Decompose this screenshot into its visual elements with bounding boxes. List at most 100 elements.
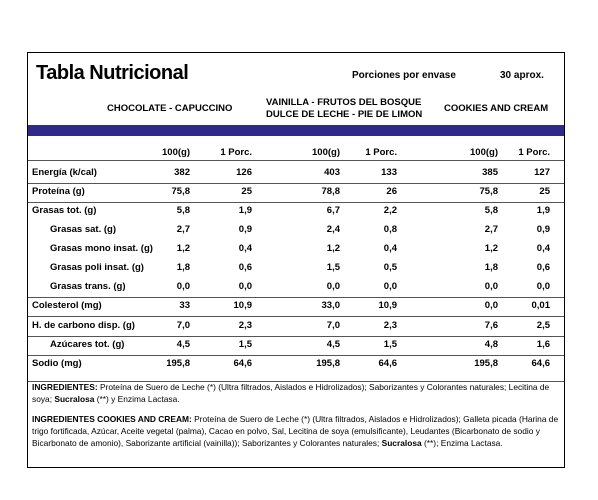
flavor-group-1: CHOCOLATE - CAPUCCINO [107,103,232,115]
col-header-portion: 1 Porc. [518,147,550,158]
nutrient-value: 5,8 [484,205,498,216]
nutrient-value: 1,5 [383,339,397,350]
divider [28,202,564,203]
nutrient-value: 0,0 [383,281,397,292]
ingredients-sweetener: Sucralosa [54,394,95,404]
ingredients-cookies-text: INGREDIENTES COOKIES AND CREAM: Proteína… [32,413,560,449]
nutrient-row: H. de carbono disp. (g) 7,0 2,3 7,0 2,3 7,6 2,… [28,317,564,336]
nutrient-value: 25 [539,186,550,197]
nutrient-value: 195,8 [316,358,340,369]
nutrient-value: 10,9 [378,300,398,311]
nutrient-value: 33,0 [321,300,341,311]
nutrient-value: 1,6 [536,339,550,350]
nutrient-value: 0,0 [536,281,550,292]
nutrient-value: 1,2 [326,243,340,254]
divider [28,336,564,337]
nutrient-value: 4,5 [176,339,190,350]
ingredients-text: INGREDIENTES: Proteína de Suero de Leche… [32,381,560,405]
nutrient-row: Grasas sat. (g) 2,7 0,9 2,4 0,8 2,7 0,9 [28,221,564,240]
nutrient-value: 25 [241,186,252,197]
nutrient-value: 1,2 [176,243,190,254]
nutrient-value: 2,7 [176,224,190,235]
nutrient-value: 2,5 [536,320,550,331]
nutrient-value: 2,7 [484,224,498,235]
nutrient-value: 33 [179,300,190,311]
nutrient-value: 64,6 [378,358,398,369]
nutrient-value: 0,4 [383,243,397,254]
divider [28,297,564,298]
divider [28,316,564,317]
nutrient-label: Energía (k/cal) [32,167,97,178]
ingredients-cookies-label: INGREDIENTES COOKIES AND CREAM: [32,414,192,424]
flavor-line: CHOCOLATE - CAPUCCINO [107,103,233,114]
nutrient-label: Sodio (mg) [32,358,82,369]
nutrient-label: Azúcares tot. (g) [50,339,125,350]
flavor-line: COOKIES AND CREAM [444,103,549,114]
header-bar [28,125,564,136]
nutrient-row: Azúcares tot. (g) 4,5 1,5 4,5 1,5 4,8 1,6 [28,336,564,355]
flavor-group-3: COOKIES AND CREAM [444,103,548,115]
nutrient-value: 64,6 [531,358,551,369]
nutrient-value: 78,8 [321,186,341,197]
flavor-line: VAINILLA - FRUTOS DEL BOSQUE [266,97,422,108]
nutrient-label: H. de carbono disp. (g) [32,320,135,331]
nutrient-value: 0,0 [484,300,498,311]
nutrient-value: 0,0 [484,281,498,292]
nutrition-table: Tabla Nutricional Porciones por envase 3… [27,52,565,468]
nutrient-value: 64,6 [233,358,253,369]
nutrient-row: Proteína (g) 75,8 25 78,8 26 75,8 25 [28,183,564,202]
ingredients-label: INGREDIENTES: [32,382,98,392]
nutrient-value: 75,8 [171,186,191,197]
nutrient-value: 1,8 [176,262,190,273]
nutrient-value: 2,3 [238,320,252,331]
nutrient-value: 2,4 [326,224,340,235]
nutrient-value: 0,9 [238,224,252,235]
col-header-portion: 1 Porc. [220,147,252,158]
nutrient-value: 1,2 [484,243,498,254]
nutrient-label: Colesterol (mg) [32,300,102,311]
nutrient-row: Colesterol (mg) 33 10,9 33,0 10,9 0,0 0,01 [28,297,564,316]
nutrient-value: 0,4 [238,243,252,254]
nutrient-value: 0,4 [536,243,550,254]
nutrient-value: 133 [381,167,397,178]
nutrient-value: 403 [324,167,340,178]
nutrient-value: 7,0 [176,320,190,331]
nutrient-value: 1,8 [484,262,498,273]
portions-label: Porciones por envase [352,70,456,81]
nutrient-value: 0,0 [326,281,340,292]
nutrient-value: 6,7 [326,205,340,216]
nutrient-label: Grasas poli insat. (g) [50,262,144,273]
nutrient-value: 195,8 [166,358,190,369]
nutrient-value: 0,8 [383,224,397,235]
nutrient-value: 127 [534,167,550,178]
column-header-row: 100(g) 1 Porc. 100(g) 1 Porc. 100(g) 1 P… [28,144,564,163]
nutrient-value: 1,9 [536,205,550,216]
nutrient-value: 2,3 [383,320,397,331]
nutrient-value: 7,0 [326,320,340,331]
nutrient-value: 382 [174,167,190,178]
divider [28,183,564,184]
col-header-100g: 100(g) [162,147,190,158]
nutrient-value: 1,9 [238,205,252,216]
nutrient-row: Grasas trans. (g) 0,0 0,0 0,0 0,0 0,0 0,0 [28,278,564,297]
ingredients-cookies-tail: (**); Enzima Lactasa. [421,438,503,448]
nutrient-value: 75,8 [479,186,499,197]
ingredients-tail: (**) y Enzima Lactasa. [94,394,180,404]
nutrient-value: 0,5 [383,262,397,273]
nutrient-value: 4,8 [484,339,498,350]
nutrient-value: 7,6 [484,320,498,331]
nutrient-value: 126 [236,167,252,178]
nutrient-row: Grasas poli insat. (g) 1,8 0,6 1,5 0,5 1,8 0,6 [28,259,564,278]
nutrient-value: 195,8 [474,358,498,369]
col-header-portion: 1 Porc. [365,147,397,158]
nutrient-row: Grasas mono insat. (g) 1,2 0,4 1,2 0,4 1,2 0,4 [28,240,564,259]
nutrient-value: 385 [482,167,498,178]
col-header-100g: 100(g) [470,147,498,158]
nutrient-row: Sodio (mg) 195,8 64,6 195,8 64,6 195,8 64,6 [28,355,564,374]
ingredients-cookies-body: Proteína de Suero de Leche (*) (Ultra fi… [32,414,559,448]
divider [28,355,564,356]
nutrient-value: 1,5 [326,262,340,273]
nutrient-value: 0,0 [238,281,252,292]
ingredients-body: Proteína de Suero de Leche (*) (Ultra fi… [32,382,550,404]
nutrient-value: 0,9 [536,224,550,235]
